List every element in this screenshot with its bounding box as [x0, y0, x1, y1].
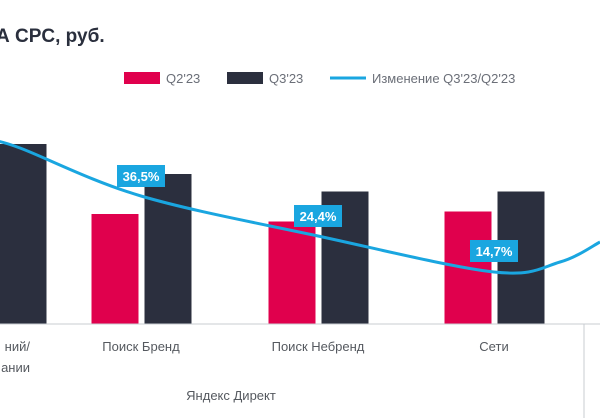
legend-label-q3: Q3'23	[269, 71, 303, 86]
bar-q3-0	[0, 144, 47, 324]
x-tick-label-1: Поиск Бренд	[102, 339, 180, 354]
x-tick-label-0-line-1: ании	[1, 360, 30, 375]
x-tick-label-3: Сети	[479, 339, 508, 354]
bars	[0, 144, 545, 324]
change-label-box-2	[294, 205, 342, 227]
legend-swatch-q2	[124, 72, 160, 84]
x-tick-label-2: Поиск Небренд	[272, 339, 365, 354]
bar-q2-1	[91, 214, 139, 324]
change-label-1: 36,5%	[123, 169, 160, 184]
change-label-box-1	[117, 165, 165, 187]
change-line	[0, 140, 600, 275]
x-tick-label-0-line-0: ний/	[5, 339, 31, 354]
x-tick-labels: ний/ании Поиск Бренд Поиск Небренд Сети	[1, 339, 509, 375]
change-label-box-3	[470, 240, 518, 262]
legend-label-change: Изменение Q3'23/Q2'23	[372, 71, 515, 86]
bar-q2-2	[268, 221, 316, 324]
legend-swatch-q3	[227, 72, 263, 84]
change-labels: 36,5% 24,4% 14,7%	[117, 165, 518, 262]
bar-q3-1	[144, 174, 192, 324]
change-label-3: 14,7%	[476, 244, 513, 259]
legend-label-q2: Q2'23	[166, 71, 200, 86]
chart-title: А CPC, руб.	[0, 26, 105, 47]
legend: Q2'23 Q3'23 Изменение Q3'23/Q2'23	[124, 71, 515, 86]
group-label: Яндекс Директ	[186, 388, 276, 403]
change-label-2: 24,4%	[300, 209, 337, 224]
